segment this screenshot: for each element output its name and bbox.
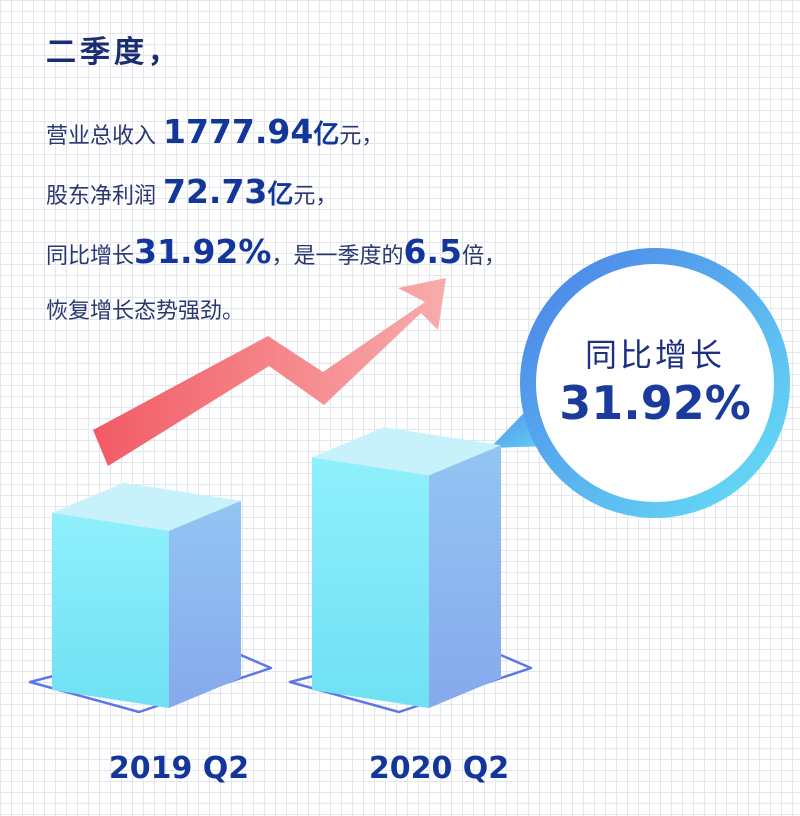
trend-arrow: [93, 278, 446, 466]
bubble-value: 31.92%: [559, 376, 751, 430]
profit-line: 股东净利润 72.73亿元，: [46, 162, 506, 222]
profit-suffix: 元，: [293, 184, 338, 209]
bars-group: 2019 Q2 2020 Q2: [28, 427, 533, 786]
bar-front-1: [52, 512, 169, 708]
summary-text: 二季度， 营业总收入 1777.94亿元， 股东净利润 72.73亿元， 同比增…: [46, 30, 506, 342]
revenue-unit: 亿: [313, 120, 340, 150]
bar-top-2: [312, 427, 501, 476]
multiple-suffix: 倍，: [461, 244, 506, 269]
bar-front-2: [312, 457, 429, 708]
growth-value: 31.92%: [134, 232, 272, 271]
revenue-value: 1777.94: [163, 112, 314, 151]
bar-side-1: [169, 500, 241, 708]
revenue-prefix: 营业总收入: [46, 124, 163, 149]
heading: 二季度，: [46, 30, 506, 76]
revenue-suffix: 元，: [339, 124, 384, 149]
closing-text: 恢复增长态势强劲。: [46, 299, 245, 324]
bar-side-2: [429, 445, 501, 708]
growth-mid: ，是一季度的: [271, 244, 404, 269]
multiple-value: 6.5: [403, 232, 462, 271]
closing-line: 恢复增长态势强劲。: [46, 282, 506, 342]
revenue-line: 营业总收入 1777.94亿元，: [46, 102, 506, 162]
growth-line: 同比增长31.92%，是一季度的6.5倍，: [46, 222, 506, 282]
bubble-label: 同比增长: [584, 336, 725, 374]
category-label-1: 2019 Q2: [109, 751, 249, 786]
profit-unit: 亿: [267, 180, 294, 210]
profit-prefix: 股东净利润: [46, 184, 163, 209]
growth-prefix: 同比增长: [46, 244, 135, 269]
growth-bubble: [490, 248, 790, 518]
bubble-inner: [536, 264, 774, 502]
bar-top-1: [52, 482, 241, 531]
category-label-2: 2020 Q2: [369, 751, 509, 786]
profit-value: 72.73: [163, 172, 268, 211]
heading-text: 二季度，: [46, 35, 182, 70]
